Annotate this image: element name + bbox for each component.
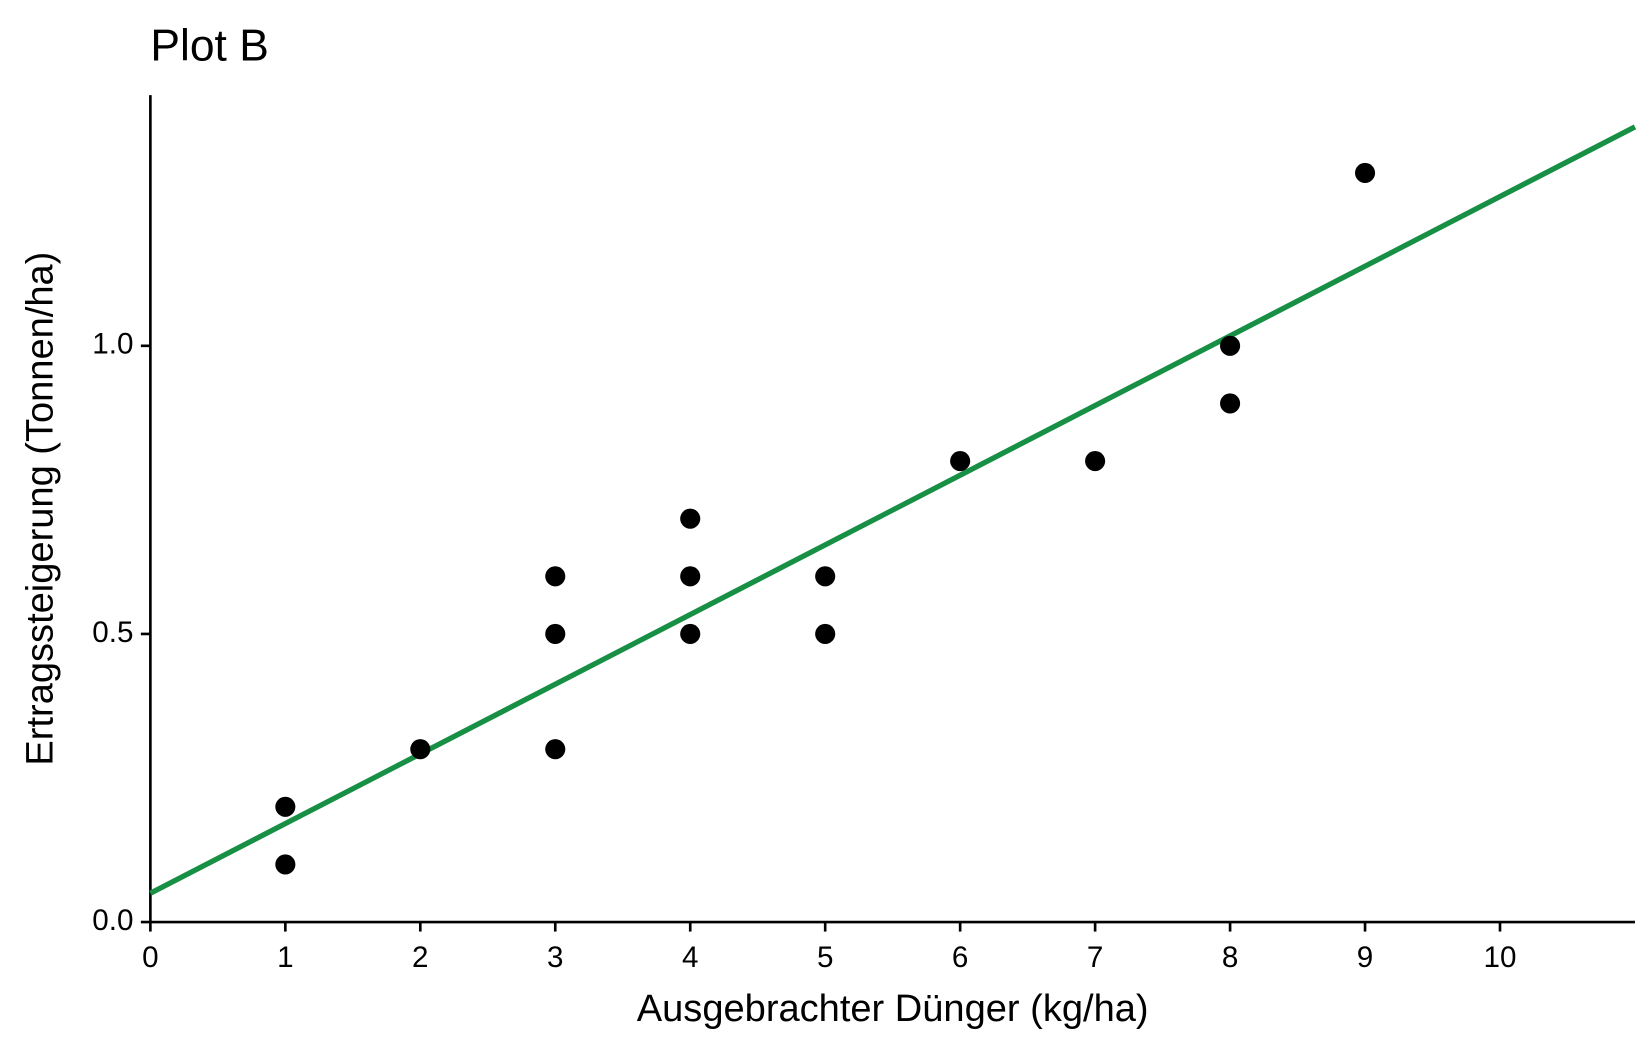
point	[815, 623, 836, 644]
point	[680, 566, 701, 587]
x-tick-label: 8	[1222, 941, 1238, 974]
chart-title: Plot B	[150, 21, 268, 70]
point	[1220, 393, 1241, 414]
y-tick-label: 0.5	[92, 616, 133, 649]
fit-line	[149, 124, 1637, 896]
point	[815, 566, 836, 587]
point	[680, 623, 701, 644]
x-tick-label: 1	[277, 941, 293, 974]
point	[950, 451, 971, 472]
y-tick-label: 0.0	[92, 904, 133, 937]
x-tick-label: 0	[142, 941, 158, 974]
point	[545, 566, 566, 587]
point	[1220, 335, 1241, 356]
point	[1085, 451, 1106, 472]
x-tick-label: 3	[547, 941, 563, 974]
point	[275, 796, 296, 817]
point	[680, 508, 701, 529]
x-tick-label: 7	[1087, 941, 1103, 974]
y-tick-label: 1.0	[92, 328, 133, 361]
x-axis-title: Ausgebrachter Dünger (kg/ha)	[637, 988, 1149, 1030]
y-axis-title: Ertragssteigerung (Tonnen/ha)	[20, 252, 62, 766]
x-tick-label: 4	[682, 941, 698, 974]
point	[1354, 162, 1376, 184]
x-tick-label: 6	[952, 941, 968, 974]
x-tick-label: 5	[817, 941, 833, 974]
point	[410, 739, 431, 760]
x-tick-label: 9	[1357, 941, 1373, 974]
x-tick-label: 10	[1484, 941, 1517, 974]
point	[545, 623, 566, 644]
point	[275, 854, 296, 875]
point	[545, 739, 566, 760]
x-tick-label: 2	[412, 941, 428, 974]
